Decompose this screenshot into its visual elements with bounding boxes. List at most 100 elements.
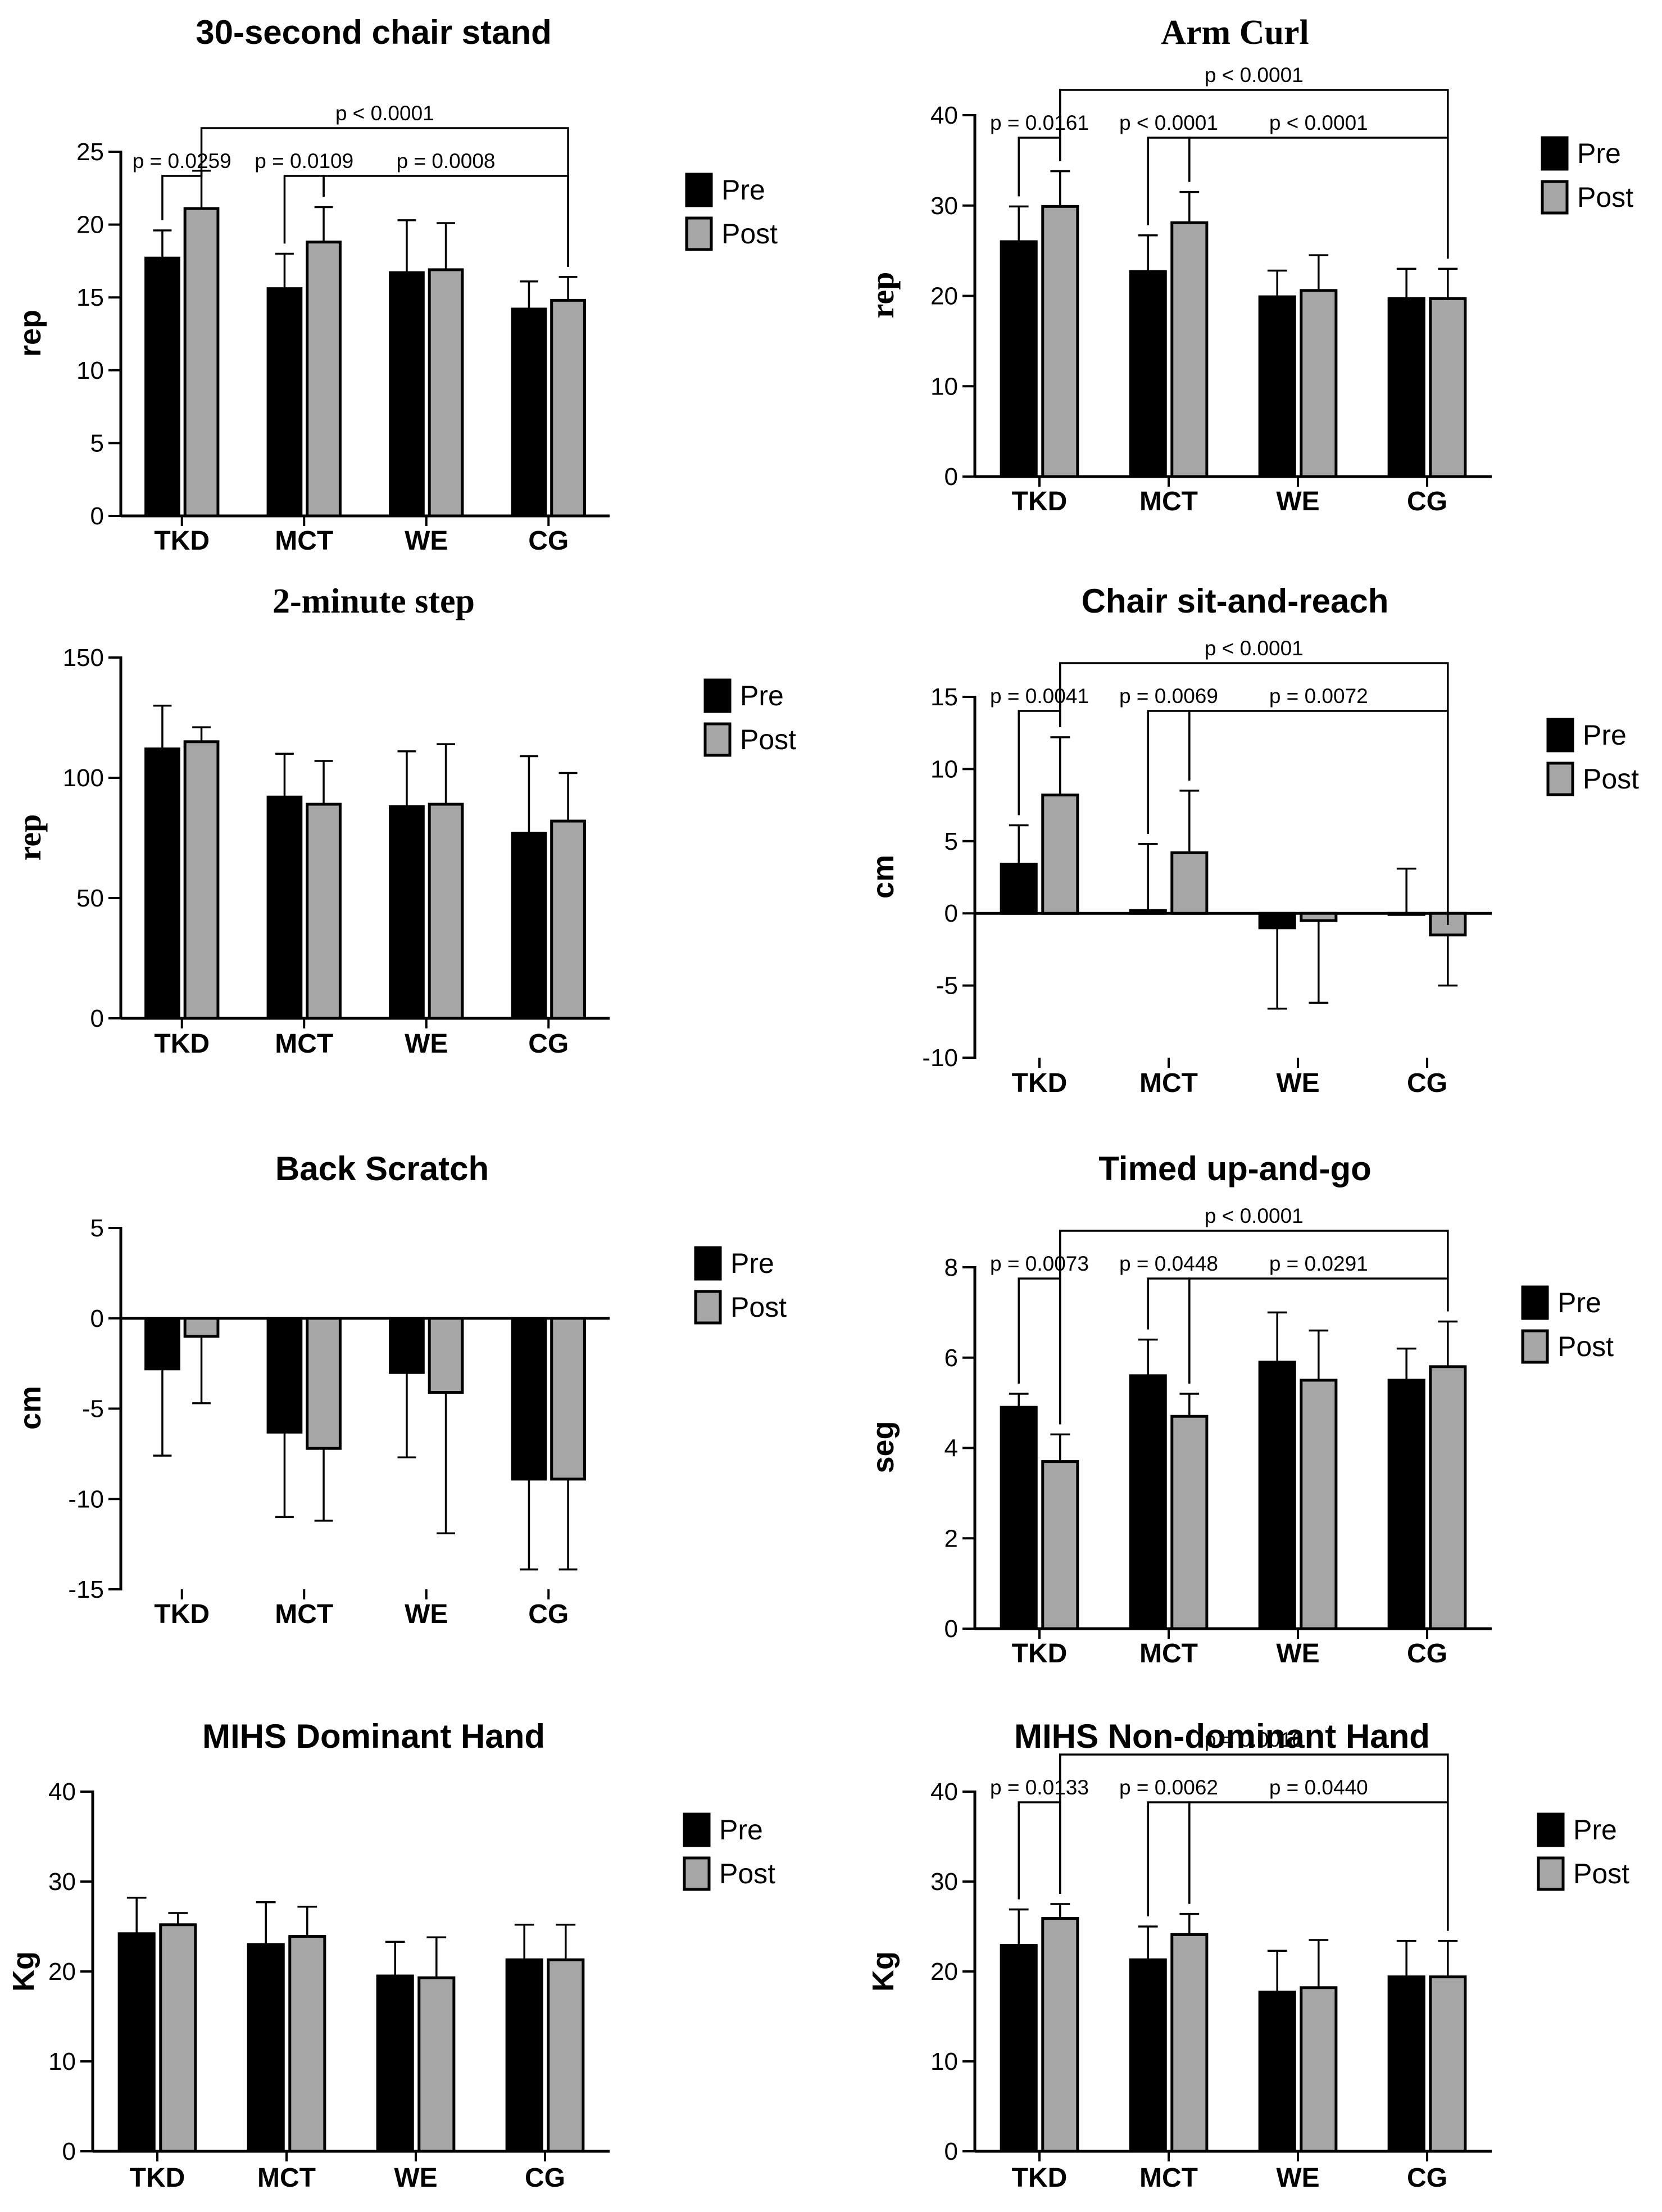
y-tick-label: 5 [944, 828, 958, 855]
legend-swatch-post [1537, 1856, 1565, 1891]
legend-swatch-pre [1541, 136, 1569, 171]
x-tick-label: TKD [154, 1029, 210, 1059]
error-bar [1179, 1393, 1200, 1417]
y-tick-label: 15 [76, 284, 104, 311]
p-value-label: p = 0.0072 [1269, 685, 1368, 708]
y-tick-label: 20 [48, 1958, 76, 1986]
p-value-label: p = 0.0069 [1119, 685, 1218, 708]
error-bar [1179, 1912, 1200, 1935]
bar-pre-we [1258, 1361, 1296, 1630]
error-bar [1309, 254, 1329, 291]
bar-post-cg [550, 819, 586, 1020]
error-bar [556, 1924, 576, 1960]
y-tick-label: 40 [930, 1778, 958, 1806]
chart-panel-3: 2-minute step rep 0 50 100 150 TKD MCT WE CG Pre Po… [11, 582, 796, 1059]
bar-post-tkd [183, 740, 220, 1020]
legend-swatch-post [683, 1856, 711, 1891]
error-bar [1267, 1311, 1287, 1362]
y-axis-label: cm [866, 855, 900, 899]
bar-post-we [1300, 1379, 1338, 1630]
bar-pre-we [1258, 295, 1296, 478]
bar-pre-mct [266, 795, 303, 1020]
y-tick-label: 15 [930, 683, 958, 711]
p-value-label: p = 0.0440 [1269, 1776, 1368, 1799]
bar-pre-we [389, 805, 425, 1020]
significance-bracket [1147, 710, 1191, 834]
bar-post-we [428, 803, 464, 1020]
bar-post-cg [1429, 1365, 1467, 1630]
x-tick-label: MCT [1139, 2163, 1198, 2193]
error-bar [520, 280, 538, 309]
significance-bracket [1059, 662, 1449, 925]
y-axis-label: cm [13, 1386, 47, 1430]
y-tick-label: 10 [48, 2048, 76, 2075]
chart-title: Chair sit-and-reach [1082, 582, 1389, 620]
error-bar [1396, 1939, 1416, 1977]
y-tick-label: -10 [68, 1485, 104, 1513]
bar-post-we [1300, 1986, 1338, 2153]
bar-pre-cg [1387, 912, 1425, 916]
error-bar [1009, 1908, 1029, 1946]
chart-title: Back Scratch [275, 1150, 489, 1187]
x-tick-label: CG [528, 1599, 569, 1629]
significance-bracket [1059, 1753, 1449, 1931]
error-bar [1438, 268, 1458, 299]
bar-post-tkd [183, 1317, 220, 1338]
bar-pre-tkd [1000, 1944, 1038, 2153]
error-bar [1396, 867, 1416, 914]
legend-label-pre: Pre [740, 680, 784, 711]
y-tick-label: 40 [48, 1778, 76, 1806]
legend-swatch-pre [703, 678, 732, 713]
significance-bracket [200, 127, 569, 267]
y-tick-label: 20 [930, 1958, 958, 1986]
y-tick-label: 100 [63, 764, 104, 792]
bar-post-we [428, 1317, 464, 1394]
bar-post-mct [1170, 1933, 1209, 2153]
p-value-label: p = 0.0161 [990, 111, 1089, 134]
chart-title: MIHS Dominant Hand [202, 1717, 545, 1755]
x-tick-label: TKD [130, 2163, 185, 2193]
bar-pre-we [389, 1317, 425, 1374]
x-tick-label: TKD [1012, 487, 1068, 516]
y-tick-label: 30 [930, 192, 958, 220]
bar-post-tkd [1041, 794, 1079, 915]
legend-label-post: Post [1573, 1858, 1629, 1889]
y-tick-label: 4 [944, 1435, 958, 1462]
y-tick-label: 0 [944, 2138, 958, 2165]
error-bar [1050, 736, 1070, 795]
y-tick-label: 8 [944, 1254, 958, 1281]
y-axis-label: Kg [866, 1951, 900, 1992]
error-bar [1050, 1433, 1070, 1462]
x-tick-label: WE [405, 526, 448, 556]
p-value-label: p < 0.0001 [1119, 111, 1218, 134]
significance-bracket [1188, 710, 1449, 925]
x-tick-label: MCT [275, 1029, 333, 1059]
bar-post-cg [550, 298, 586, 518]
bar-post-mct [306, 803, 342, 1020]
legend-swatch-pre [1546, 718, 1574, 753]
bar-pre-tkd [144, 747, 180, 1020]
legend-label-post: Post [1557, 1331, 1614, 1362]
bar-post-mct [288, 1935, 326, 2153]
y-tick-label: 10 [930, 2048, 958, 2075]
significance-bracket [1188, 137, 1449, 259]
y-axis-label: seg [866, 1421, 900, 1473]
error-bar [1050, 170, 1070, 207]
error-bar [437, 222, 455, 270]
y-tick-label: 30 [48, 1868, 76, 1896]
significance-bracket [1018, 1277, 1061, 1425]
x-tick-label: CG [1407, 2163, 1447, 2193]
chart-panel-4: Chair sit-and-reach cm -10 -5 0 5 10 15 TKD MCT WE… [866, 582, 1639, 1098]
y-tick-label: 20 [76, 211, 104, 239]
error-bar [520, 755, 538, 833]
bar-post-we [428, 268, 464, 518]
chart-panel-7: MIHS Dominant Hand Kg 0 10 20 30 40 TKD MCT WE CG P… [7, 1717, 775, 2193]
bar-post-mct [1170, 221, 1209, 478]
bar-pre-mct [1129, 1374, 1167, 1630]
error-bar [275, 753, 294, 797]
bar-pre-we [1258, 912, 1296, 930]
y-tick-label: 30 [930, 1868, 958, 1896]
y-tick-label: -5 [82, 1395, 104, 1423]
error-bar [275, 1432, 294, 1519]
legend-swatch-post [1541, 180, 1569, 215]
